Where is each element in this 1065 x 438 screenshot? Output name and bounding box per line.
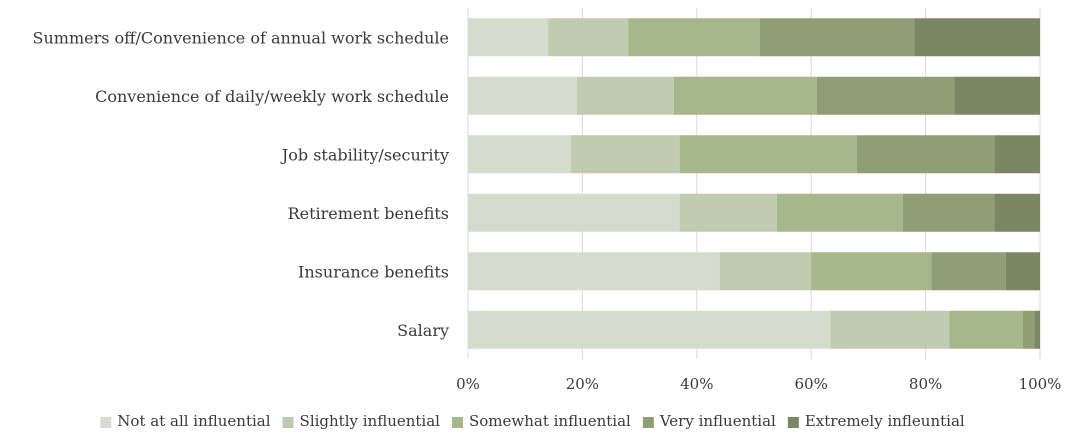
- bar-segment: [468, 76, 577, 115]
- legend-item: Not at all influential: [100, 412, 271, 430]
- x-tick-labels: 0% 20% 40% 60% 80% 100%: [456, 375, 1061, 393]
- bar-segment: [994, 135, 1040, 174]
- x-tick-label: 0%: [456, 375, 480, 393]
- bar-segment: [1023, 310, 1035, 349]
- bar-segment: [902, 193, 995, 232]
- category-labels: Summers off/Convenience of annual work s…: [33, 28, 449, 340]
- bar-segment: [949, 310, 1024, 349]
- bar-segment: [830, 310, 950, 349]
- x-tick-label: 40%: [680, 375, 713, 393]
- x-tick-label: 20%: [566, 375, 599, 393]
- bar-segment: [468, 135, 571, 174]
- bar-segment: [468, 193, 680, 232]
- bar-segment: [776, 193, 903, 232]
- bar-segment: [914, 18, 1040, 57]
- bar-segment: [856, 135, 995, 174]
- x-tick-label: 80%: [909, 375, 942, 393]
- x-tick-label: 100%: [1019, 375, 1062, 393]
- category-label: Retirement benefits: [288, 204, 449, 223]
- legend-item: Somewhat influential: [451, 412, 631, 430]
- bar-segment: [679, 193, 777, 232]
- legend-swatch: [451, 417, 463, 428]
- legend-label: Slightly influential: [300, 412, 441, 430]
- bar-segment: [811, 252, 932, 291]
- bar-segment: [816, 76, 955, 115]
- category-label: Summers off/Convenience of annual work s…: [33, 28, 449, 47]
- legend-swatch: [642, 417, 654, 428]
- legend-swatch: [100, 417, 112, 428]
- gridlines: [467, 8, 1041, 359]
- category-label: Insurance benefits: [298, 262, 449, 281]
- category-label: Convenience of daily/weekly work schedul…: [95, 87, 449, 106]
- bar-segment: [1005, 252, 1040, 291]
- legend-label: Extremely infleuntial: [805, 412, 965, 430]
- bars: [468, 18, 1040, 349]
- legend-swatch: [787, 417, 799, 428]
- legend-label: Somewhat influential: [469, 412, 631, 430]
- legend-item: Slightly influential: [282, 412, 441, 430]
- bar-segment: [719, 252, 812, 291]
- bar-segment: [679, 135, 857, 174]
- bar-segment: [468, 18, 549, 57]
- bar-segment: [548, 18, 629, 57]
- legend-item: Very influential: [642, 412, 776, 430]
- legend-label: Very influential: [659, 412, 776, 430]
- bar-segment: [1034, 310, 1040, 349]
- legend: Not at all influential Slightly influenti…: [100, 412, 965, 430]
- bar-segment: [931, 252, 1006, 291]
- bar-segment: [954, 76, 1040, 115]
- bar-segment: [628, 18, 760, 57]
- category-label: Salary: [397, 321, 449, 340]
- bar-segment: [759, 18, 915, 57]
- bar-segment: [468, 310, 831, 349]
- bar-segment: [576, 76, 674, 115]
- legend-swatch: [282, 417, 294, 428]
- bar-segment: [994, 193, 1040, 232]
- category-label: Job stability/security: [280, 145, 449, 164]
- bar-segment: [570, 135, 680, 174]
- bar-segment: [468, 252, 720, 291]
- legend-label: Not at all influential: [117, 412, 270, 430]
- legend-item: Extremely infleuntial: [787, 412, 965, 430]
- bar-segment: [673, 76, 817, 115]
- x-tick-label: 60%: [795, 375, 828, 393]
